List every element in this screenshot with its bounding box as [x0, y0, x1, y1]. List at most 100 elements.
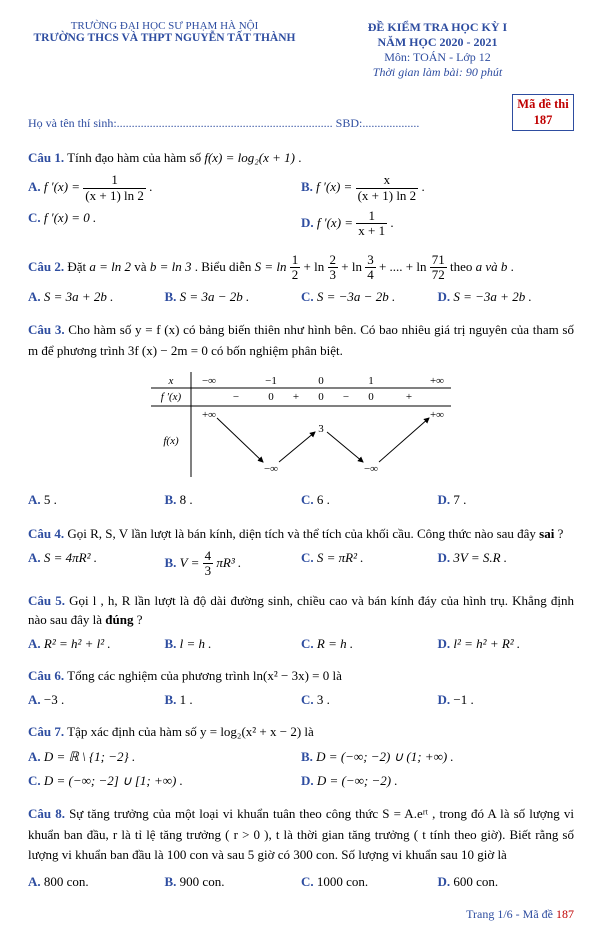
q1-c-text: f ′(x) = 0 . — [44, 210, 96, 225]
svg-text:3: 3 — [318, 423, 324, 435]
q8-d-label: D. — [438, 874, 451, 889]
q2-tail: theo — [450, 258, 476, 273]
q2-f4: 7172 — [430, 253, 447, 283]
q1-a-expr: f ′(x) = — [44, 179, 83, 194]
q2-a-val: S = 3a + 2b . — [44, 289, 114, 304]
svg-text:+: + — [293, 391, 299, 403]
q2-n2: 2 — [328, 253, 339, 268]
q2-c-val: S = −3a − 2b . — [317, 289, 395, 304]
q1-b-frac: x (x + 1) ln 2 — [356, 173, 419, 203]
q1-a-dot: . — [146, 179, 153, 194]
q2-choice-c: C. S = −3a − 2b . — [301, 288, 438, 306]
q1-d-frac: 1 x + 1 — [356, 209, 387, 239]
header-right: ĐỀ KIỂM TRA HỌC KỲ I NĂM HỌC 2020 - 2021… — [301, 20, 574, 80]
q8-d-val: 600 con. — [453, 874, 498, 889]
subject: Môn: TOÁN - Lớp 12 — [301, 50, 574, 65]
q5-dung: đúng — [105, 612, 133, 627]
q6-d-label: D. — [438, 692, 451, 707]
q1-a-den: (x + 1) ln 2 — [83, 189, 146, 203]
q1-b-den: (x + 1) ln 2 — [356, 189, 419, 203]
q6-choice-a: A. −3 . — [28, 691, 165, 709]
exam-code-box: Mã đề thi 187 — [512, 94, 574, 131]
q4-b-end: πR³ . — [216, 555, 241, 570]
q7-a-label: A. — [28, 749, 41, 764]
q1-d-num: 1 — [356, 209, 387, 224]
q4-d-val: 3V = S.R . — [453, 550, 507, 565]
name-label: Họ và tên thí sinh: — [28, 116, 117, 130]
question-6: Câu 6. Tổng các nghiệm của phương trình … — [28, 667, 574, 709]
q6-choice-b: B. 1 . — [165, 691, 302, 709]
q8-c-label: C. — [301, 874, 314, 889]
q7-choice-a: A. D = ℝ \ {1; −2} . — [28, 748, 301, 766]
svg-text:x: x — [168, 375, 174, 387]
exam-year: NĂM HỌC 2020 - 2021 — [301, 35, 574, 50]
q6-choices: A. −3 . B. 1 . C. 3 . D. −1 . — [28, 691, 574, 709]
q7-d-val: D = (−∞; −2) . — [317, 773, 398, 788]
q1-b-num: x — [356, 173, 419, 188]
question-4: Câu 4. Gọi R, S, V lần lượt là bán kính,… — [28, 525, 574, 579]
header-left: TRƯỜNG ĐẠI HỌC SƯ PHẠM HÀ NỘI TRƯỜNG THC… — [28, 20, 301, 80]
q2-c-label: C. — [301, 289, 314, 304]
q6-body: Tổng các nghiệm của phương trình ln(x² −… — [67, 668, 342, 683]
q2-body2: . Biểu diễn — [195, 258, 255, 273]
info-row: Họ và tên thí sinh:.....................… — [28, 94, 574, 131]
q3-a-val: 5 . — [44, 492, 57, 507]
sbd-dots: ................... — [362, 116, 419, 130]
page: TRƯỜNG ĐẠI HỌC SƯ PHẠM HÀ NỘI TRƯỜNG THC… — [0, 0, 602, 938]
q1-a-num: 1 — [83, 173, 146, 188]
q8-a-label: A. — [28, 874, 41, 889]
q5-a-val: R² = h² + l² . — [44, 636, 111, 651]
q2-title: Câu 2. — [28, 258, 64, 273]
q4-d-label: D. — [438, 550, 451, 565]
q7-c-val: D = (−∞; −2] ∪ [1; +∞) . — [44, 773, 183, 788]
svg-text:−: − — [233, 391, 239, 403]
svg-text:1: 1 — [368, 375, 374, 387]
q1-choices-row2: C. f ′(x) = 0 . D. f ′(x) = 1 x + 1 . — [28, 209, 574, 239]
q3-b-label: B. — [165, 492, 177, 507]
question-7: Câu 7. Tập xác định của hàm số y = log₂(… — [28, 723, 574, 790]
q1-b-expr: f ′(x) = — [316, 179, 355, 194]
q1-d-dot: . — [387, 215, 394, 230]
q2-d1: 2 — [290, 268, 301, 282]
svg-text:f ′(x): f ′(x) — [161, 391, 182, 403]
q2-choices: A. S = 3a + 2b . B. S = 3a − 2b . C. S =… — [28, 288, 574, 306]
q2-choice-d: D. S = −3a + 2b . — [438, 288, 575, 306]
q7-choices-row2: C. D = (−∞; −2] ∪ [1; +∞) . D. D = (−∞; … — [28, 772, 574, 790]
q5-c-val: R = h . — [317, 636, 353, 651]
q7-title: Câu 7. — [28, 724, 64, 739]
q6-choice-d: D. −1 . — [438, 691, 575, 709]
q6-choice-c: C. 3 . — [301, 691, 438, 709]
school-name: TRƯỜNG THCS VÀ THPT NGUYỄN TẤT THÀNH — [28, 32, 301, 44]
q8-b-label: B. — [165, 874, 177, 889]
q7-c-label: C. — [28, 773, 41, 788]
header: TRƯỜNG ĐẠI HỌC SƯ PHẠM HÀ NỘI TRƯỜNG THC… — [28, 20, 574, 80]
q8-a-val: 800 con. — [44, 874, 89, 889]
q3-c-label: C. — [301, 492, 314, 507]
q5-choice-b: B. l = h . — [165, 635, 302, 653]
q2-d4: 72 — [430, 268, 447, 282]
q2-f3: 34 — [365, 253, 376, 283]
school-parent: TRƯỜNG ĐẠI HỌC SƯ PHẠM HÀ NỘI — [28, 20, 301, 32]
footer: Trang 1/6 - Mã đề 187 — [28, 907, 574, 922]
q7-b-label: B. — [301, 749, 313, 764]
svg-text:+∞: +∞ — [430, 375, 444, 387]
q5-b-val: l = h . — [180, 636, 212, 651]
question-3: Câu 3. Cho hàm số y = f (x) có bảng biến… — [28, 320, 574, 510]
q4-choices: A. S = 4πR² . B. V = 43 πR³ . C. S = πR²… — [28, 549, 574, 579]
q2-end: . — [511, 258, 514, 273]
q2-dots: + .... + ln — [379, 258, 430, 273]
svg-text:−1: −1 — [265, 375, 277, 387]
q3-d-label: D. — [438, 492, 451, 507]
name-sbd-line: Họ và tên thí sinh:.....................… — [28, 116, 504, 131]
q3-choice-d: D. 7 . — [438, 490, 575, 511]
q4-c-val: S = πR² . — [317, 550, 364, 565]
q4-title: Câu 4. — [28, 526, 64, 541]
q6-d-val: −1 . — [453, 692, 473, 707]
q1-fx: f(x) = log₂(x + 1) — [204, 150, 295, 165]
q6-c-val: 3 . — [317, 692, 330, 707]
q2-b: b = ln 3 — [150, 258, 192, 273]
q4-sai: sai — [539, 526, 554, 541]
code-value: 187 — [513, 113, 573, 129]
q3-choice-b: B. 8 . — [165, 490, 302, 511]
q3-b-val: 8 . — [180, 492, 193, 507]
